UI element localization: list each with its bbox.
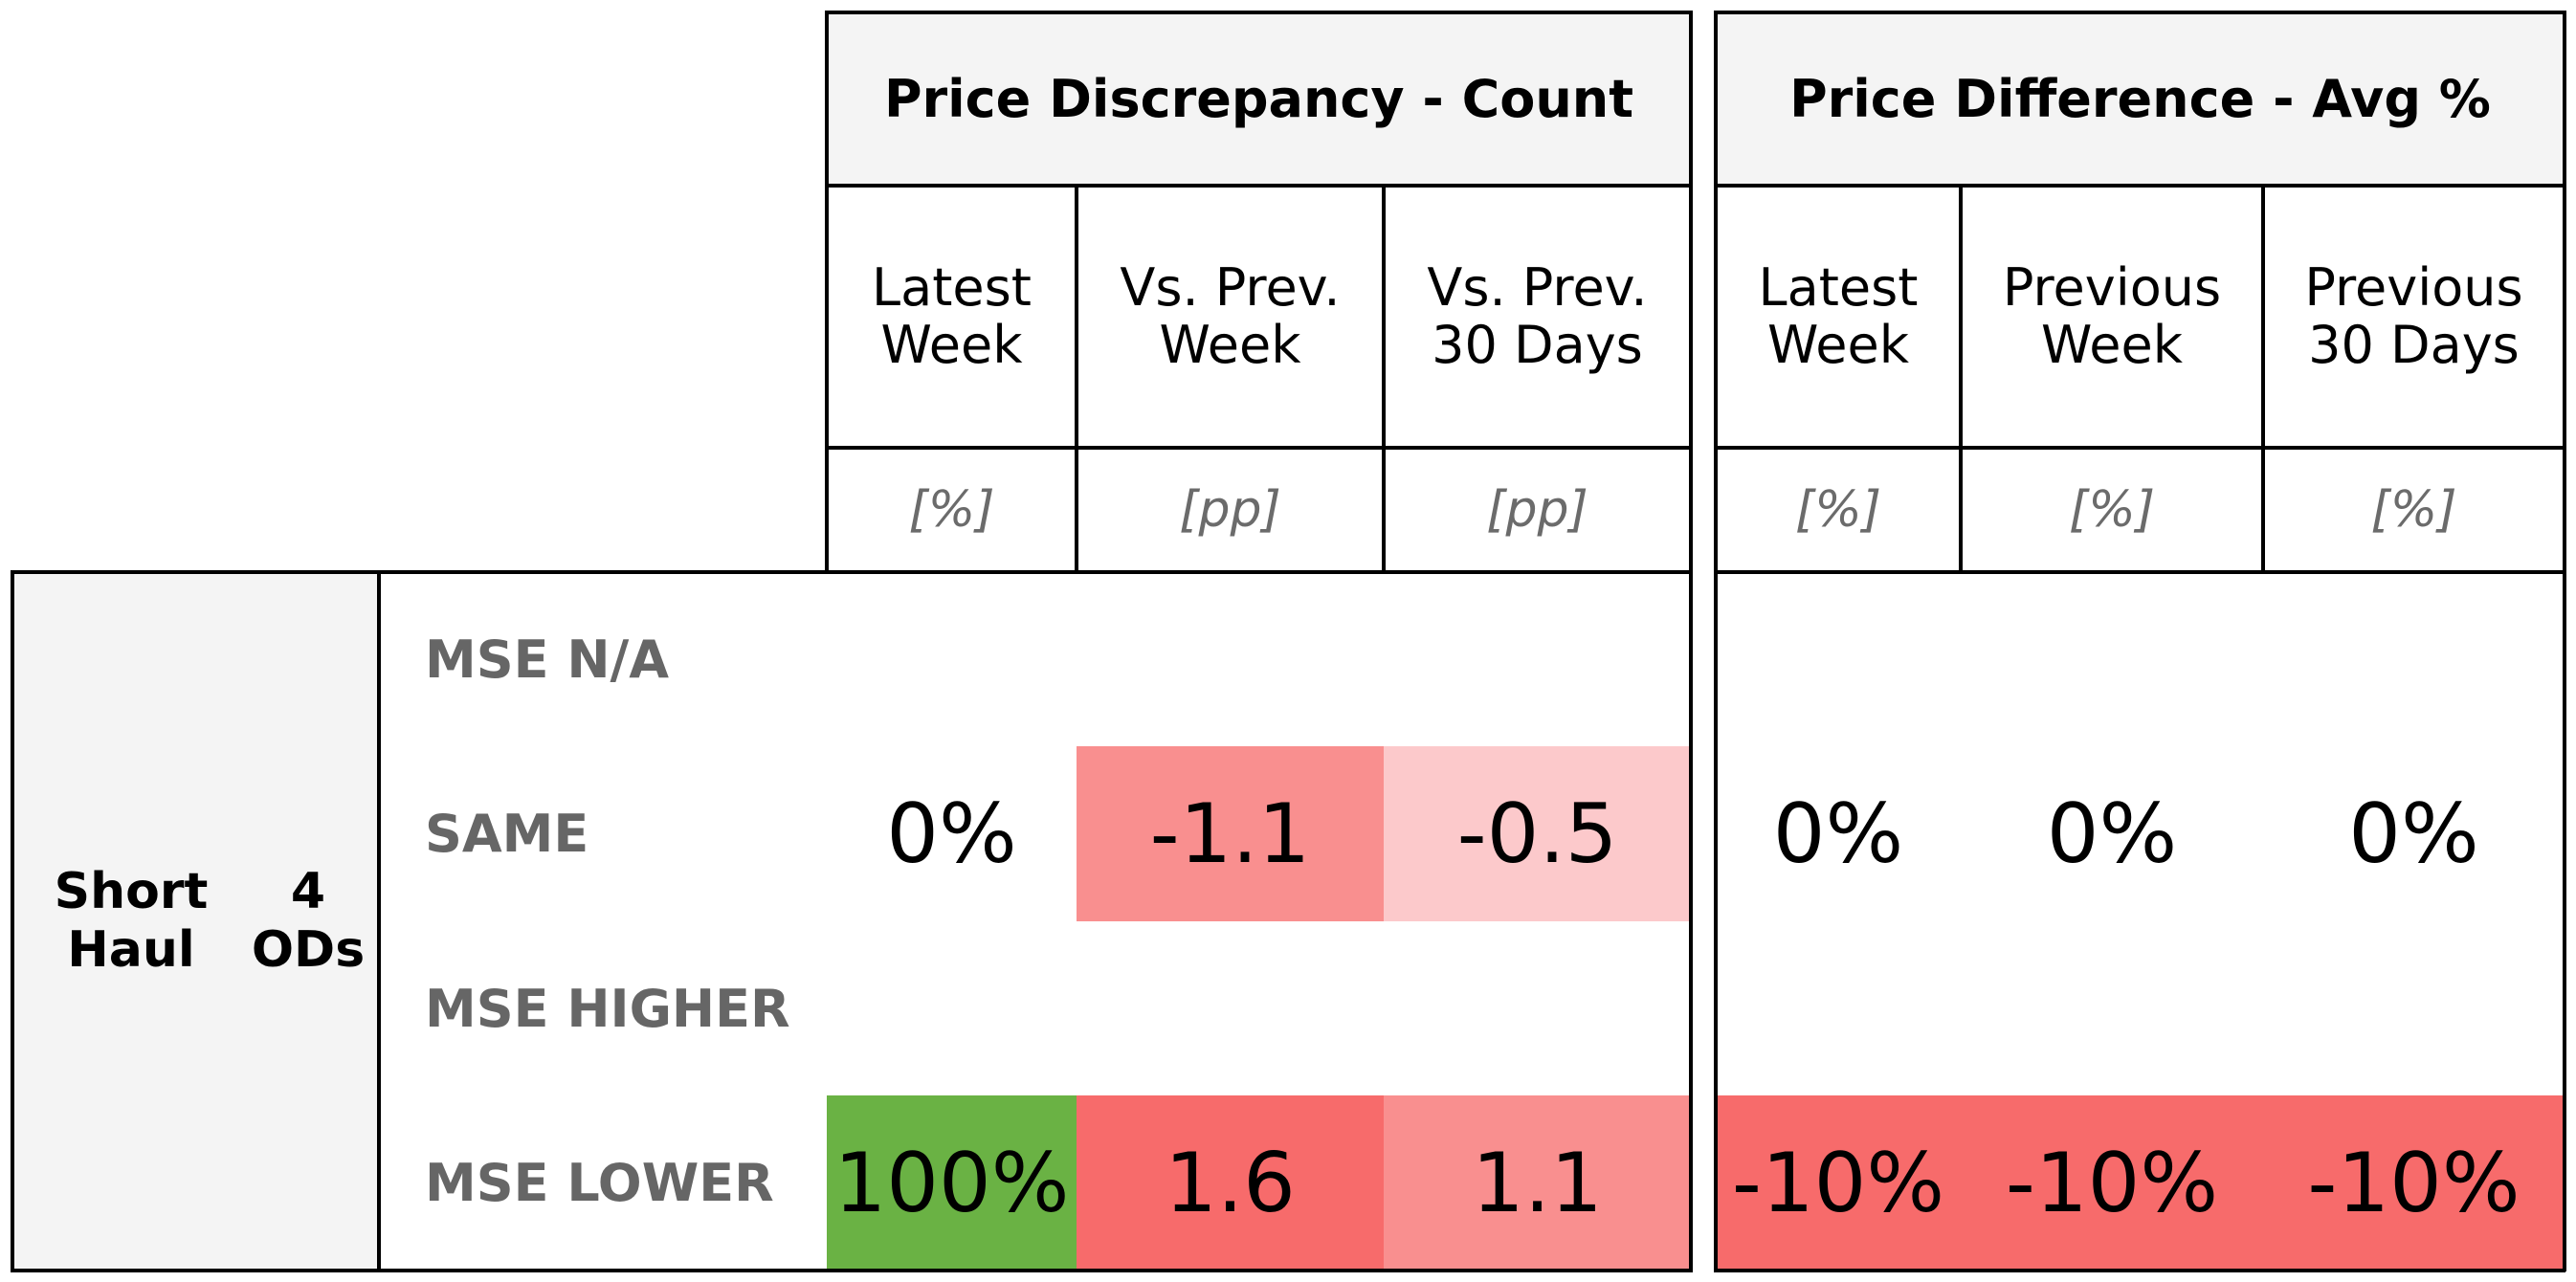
data-cell [1384, 572, 1691, 746]
col-count-latest: Latest Week [827, 186, 1077, 448]
data-cell: 100% [827, 1095, 1077, 1271]
data-cell: -10% [1716, 1095, 1961, 1271]
data-cell [1961, 572, 2263, 746]
col-label-line2: 30 Days [2308, 315, 2520, 375]
grid-line [2563, 11, 2566, 1271]
col-label-line1: Latest [872, 256, 1032, 318]
grid-line [1714, 184, 2565, 188]
row-label-mse-na: MSE N/A [425, 629, 670, 690]
row-label-mse-lower: MSE LOWER [425, 1153, 774, 1213]
grid-line [1382, 186, 1386, 572]
grid-line [1714, 11, 2565, 14]
row-label-same: SAME [425, 804, 589, 864]
group-ods: 4 ODs [241, 859, 375, 984]
data-cell [1077, 921, 1384, 1095]
col-label-line1: Previous [2304, 256, 2523, 318]
col-count-vs-prev-30: Vs. Prev. 30 Days [1384, 186, 1691, 448]
grid-line [1714, 11, 1718, 1271]
data-cell [1716, 572, 1961, 746]
unit-count-vs-prev-30: [pp] [1486, 481, 1588, 539]
col-label-line2: Week [1159, 315, 1301, 375]
data-cell: 1.6 [1077, 1095, 1384, 1271]
data-cell: 1.1 [1384, 1095, 1691, 1271]
data-cell [2263, 572, 2565, 746]
grid-line [1689, 11, 1693, 1271]
row-label-mse-higher: MSE HIGHER [425, 978, 790, 1039]
unit-avg-latest: [%] [1795, 481, 1881, 539]
col-label-line1: Latest [1758, 256, 1919, 318]
group-haul-line1: Short [54, 862, 209, 920]
col-avg-previous-30: Previous 30 Days [2263, 186, 2565, 448]
col-label-line1: Previous [2002, 256, 2222, 318]
data-cell: 0% [1772, 785, 1904, 882]
grid-line [825, 446, 1692, 450]
data-cell: -10% [2263, 1095, 2565, 1271]
col-avg-previous-week: Previous Week [1961, 186, 2263, 448]
grid-line [11, 1269, 1693, 1272]
col-label-line2: Week [880, 315, 1023, 375]
data-cell [827, 572, 1077, 746]
col-avg-latest: Latest Week [1716, 186, 1961, 448]
grid-line [1075, 186, 1078, 572]
grid-line [1714, 446, 2565, 450]
grid-line [2261, 186, 2265, 572]
group-cell: Short Haul 4 ODs [11, 572, 379, 1271]
data-cell [827, 921, 1077, 1095]
header-count-title: Price Discrepancy - Count [827, 11, 1691, 186]
data-cell [2263, 921, 2565, 1095]
col-label-line1: Vs. Prev. [1120, 256, 1341, 318]
grid-line [1714, 1269, 2565, 1272]
unit-avg-previous-week: [%] [2069, 481, 2155, 539]
data-cell: -10% [1961, 1095, 2263, 1271]
grid-line [825, 11, 1692, 14]
data-cell: 0% [2046, 785, 2178, 882]
col-label-line2: 30 Days [1432, 315, 1643, 375]
data-cell [1961, 921, 2263, 1095]
grid-line [1714, 570, 2565, 574]
group-ods-line2: ODs [251, 921, 366, 979]
data-cell: -1.1 [1077, 746, 1384, 921]
data-cell: 0% [2348, 785, 2479, 882]
data-cell [1077, 572, 1384, 746]
unit-avg-previous-30: [%] [2370, 481, 2457, 539]
col-count-vs-prev-week: Vs. Prev. Week [1077, 186, 1384, 448]
data-cell: 0% [886, 785, 1017, 882]
unit-count-vs-prev-week: [pp] [1179, 481, 1281, 539]
data-cell [1716, 921, 1961, 1095]
grid-line [825, 11, 829, 573]
grid-line [825, 184, 1692, 188]
col-label-line2: Week [2041, 315, 2183, 375]
col-label-line1: Vs. Prev. [1427, 256, 1648, 318]
header-avg-title: Price Difference - Avg % [1716, 11, 2565, 186]
group-haul: Short Haul [31, 859, 232, 984]
unit-count-latest: [%] [908, 481, 995, 539]
grid-line [11, 570, 14, 1272]
grid-line [377, 570, 381, 1272]
grid-line [1959, 186, 1963, 572]
group-ods-line1: 4 [290, 862, 326, 920]
data-cell: -0.5 [1384, 746, 1691, 921]
grid-line [11, 570, 1693, 574]
data-cell [1384, 921, 1691, 1095]
group-haul-line2: Haul [67, 921, 195, 979]
col-label-line2: Week [1767, 315, 1909, 375]
